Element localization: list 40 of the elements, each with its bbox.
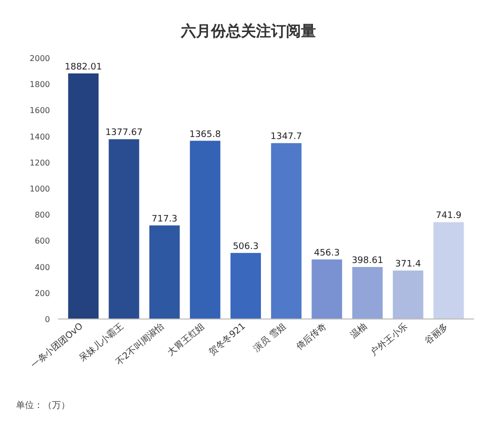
- data-label: 371.4: [395, 260, 422, 270]
- y-tick-label: 0: [44, 315, 50, 324]
- bar: [352, 266, 383, 319]
- bar: [68, 73, 99, 319]
- y-tick-label: 600: [34, 236, 50, 246]
- x-tick-label: 倚后传奇: [294, 320, 329, 352]
- y-tick-label: 1200: [30, 158, 50, 168]
- bar: [312, 259, 342, 319]
- x-tick-label: 户外王小乐: [368, 320, 410, 358]
- bar: [190, 140, 220, 319]
- chart-title: 六月份总关注订阅量: [180, 22, 316, 40]
- bar: [433, 222, 464, 319]
- bar: [271, 143, 302, 319]
- x-tick-label: 贺冬冬921: [206, 320, 248, 358]
- data-label: 1347.7: [270, 132, 302, 142]
- bar: [392, 270, 424, 319]
- data-label: 506.3: [232, 242, 259, 252]
- y-tick-label: 1600: [30, 106, 50, 116]
- data-label: 1377.67: [105, 128, 143, 138]
- x-tick-label: 谷丽多: [422, 320, 451, 347]
- y-tick-label: 800: [34, 210, 50, 220]
- x-tick-label: 大胃王红姐: [166, 320, 208, 358]
- bar: [108, 139, 140, 319]
- y-tick-label: 1400: [30, 132, 50, 142]
- x-tick-label: 演员 雪姐: [251, 320, 288, 354]
- y-tick-label: 1000: [30, 184, 50, 194]
- data-label: 456.3: [314, 248, 340, 258]
- y-tick-label: 1800: [30, 80, 50, 90]
- bar: [230, 252, 261, 319]
- data-label: 398.61: [352, 256, 384, 266]
- data-label: 1882.01: [64, 62, 102, 72]
- x-tick-label: 温柚: [348, 320, 370, 341]
- data-label: 741.9: [436, 211, 462, 222]
- data-label: 717.3: [152, 214, 178, 224]
- y-tick-label: 200: [34, 288, 50, 298]
- text: 单位：（万）: [16, 400, 70, 411]
- y-tick-label: 2000: [30, 54, 50, 63]
- data-label: 1365.8: [189, 130, 222, 140]
- bar: [149, 225, 180, 319]
- y-tick-label: 400: [34, 262, 50, 272]
